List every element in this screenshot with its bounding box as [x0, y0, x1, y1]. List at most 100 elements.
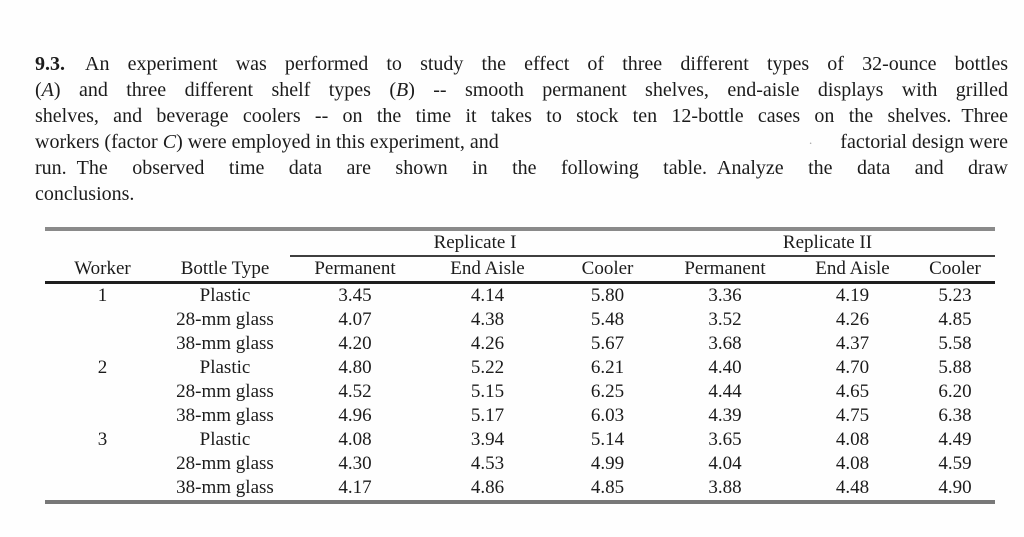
value-cell: 3.88 [708, 477, 742, 498]
value-cell: 4.59 [938, 453, 972, 474]
text-segment: ) were employed in this experiment, and [176, 131, 499, 153]
table-row: 1 Plastic 3.45 4.14 5.80 3.36 4.19 5.23 [45, 283, 995, 309]
worker-cell: 3 [97, 429, 108, 450]
text-segment: workers (factor [35, 131, 163, 153]
problem-line: (A) and three different shelf types (B) … [35, 77, 1008, 103]
value-cell: 3.68 [708, 333, 742, 354]
value-cell: 5.58 [938, 333, 972, 354]
value-cell: 3.94 [470, 429, 505, 450]
faint-mark: . [809, 132, 813, 147]
text-segment: shelves, and beverage coolers -- on the … [35, 105, 1008, 127]
value-cell: 5.14 [590, 429, 625, 450]
value-cell: 4.37 [835, 333, 870, 354]
worker-cell: 1 [97, 285, 108, 306]
column-header: Cooler [915, 256, 995, 284]
replicate-header-row: Replicate I Replicate II [45, 229, 995, 257]
value-cell: 6.20 [938, 381, 972, 402]
line-left-part: workers (factor C) were employed in this… [35, 129, 499, 155]
value-cell: 4.04 [708, 453, 742, 474]
table-row: 38-mm glass 4.20 4.26 5.67 3.68 4.37 5.58 [45, 332, 995, 356]
worker-cell: 2 [97, 357, 108, 378]
value-cell: 4.30 [338, 453, 372, 474]
worker-cell [45, 332, 160, 356]
worker-cell [45, 404, 160, 428]
text-segment: An experiment was performed to study the… [65, 53, 1008, 75]
worker-cell [45, 380, 160, 404]
bottle-type-cell: 28-mm glass [176, 453, 274, 474]
bottle-type-cell: 38-mm glass [176, 405, 274, 426]
value-cell: 4.99 [590, 453, 625, 474]
text-segment: ) and three different shelf types ( [53, 79, 396, 101]
value-cell: 4.90 [938, 477, 972, 498]
value-cell: 4.14 [470, 285, 505, 306]
value-cell: 4.40 [708, 357, 742, 378]
value-cell: 6.25 [590, 381, 625, 402]
value-cell: 5.80 [590, 285, 625, 306]
table-row: 2 Plastic 4.80 5.22 6.21 4.40 4.70 5.88 [45, 356, 995, 380]
value-cell: 4.86 [470, 477, 505, 498]
value-cell: 4.75 [835, 405, 870, 426]
bottle-type-cell: 28-mm glass [176, 309, 274, 330]
text-segment: C [162, 131, 177, 153]
table-row: 28-mm glass 4.52 5.15 6.25 4.44 4.65 6.20 [45, 380, 995, 404]
value-cell: 4.49 [938, 429, 972, 450]
value-cell: 4.39 [708, 405, 742, 426]
value-cell: 4.65 [835, 381, 870, 402]
value-cell: 3.36 [708, 285, 742, 306]
value-cell: 5.22 [470, 357, 505, 378]
value-cell: 6.21 [590, 357, 625, 378]
data-table: Replicate I Replicate II Worker Bottle Typ… [45, 227, 995, 504]
value-cell: 5.48 [590, 309, 625, 330]
text-segment: B [395, 79, 409, 101]
value-cell: 4.20 [338, 333, 372, 354]
text-segment: ) -- smooth permanent shelves, end-aisle… [408, 79, 1008, 101]
column-header: Permanent [660, 256, 790, 284]
column-header: Permanent [290, 256, 420, 284]
value-cell: 4.53 [470, 453, 505, 474]
bottle-type-cell: Plastic [199, 285, 251, 306]
value-cell: 4.44 [708, 381, 742, 402]
value-cell: 3.65 [708, 429, 742, 450]
value-cell: 5.15 [470, 381, 505, 402]
worker-cell [45, 308, 160, 332]
value-cell: 4.85 [938, 309, 972, 330]
line-right-part: . factorial design were [809, 129, 1008, 155]
value-cell: 5.88 [938, 357, 972, 378]
problem-line: 9.3. An experiment was performed to stud… [35, 51, 1008, 77]
column-header: Cooler [555, 256, 660, 284]
worker-cell [45, 476, 160, 502]
worker-cell [45, 452, 160, 476]
bottle-type-cell: 28-mm glass [176, 381, 274, 402]
bottle-type-cell: 38-mm glass [176, 477, 274, 498]
value-cell: 4.80 [338, 357, 372, 378]
value-cell: 5.17 [470, 405, 505, 426]
column-header-row: Worker Bottle Type Permanent End Aisle Coole… [45, 256, 995, 284]
data-table-container: Replicate I Replicate II Worker Bottle Typ… [45, 227, 995, 504]
value-cell: 4.48 [835, 477, 870, 498]
table-row: 28-mm glass 4.30 4.53 4.99 4.04 4.08 4.59 [45, 452, 995, 476]
value-cell: 4.26 [835, 309, 870, 330]
problem-line: shelves, and beverage coolers -- on the … [35, 103, 1008, 129]
value-cell: 4.19 [835, 285, 870, 306]
problem-statement: 9.3. An experiment was performed to stud… [35, 51, 1008, 207]
value-cell: 4.08 [835, 429, 870, 450]
value-cell: 4.07 [338, 309, 372, 330]
column-header: Bottle Type [160, 256, 290, 284]
header-spacer-cell [45, 229, 290, 256]
column-header: End Aisle [420, 256, 555, 284]
value-cell: 6.03 [590, 405, 625, 426]
problem-line: run. The observed time data are shown in… [35, 155, 1008, 181]
column-header: Worker [45, 256, 160, 284]
problem-number: 9.3. [35, 53, 65, 75]
table-row: 3 Plastic 4.08 3.94 5.14 3.65 4.08 4.49 [45, 428, 995, 452]
value-cell: 5.23 [938, 285, 972, 306]
value-cell: 5.67 [590, 333, 625, 354]
value-cell: 4.38 [470, 309, 505, 330]
value-cell: 4.26 [470, 333, 505, 354]
bottle-type-cell: 38-mm glass [176, 333, 274, 354]
value-cell: 4.96 [338, 405, 372, 426]
text-segment: conclusions. [35, 183, 135, 205]
value-cell: 3.52 [708, 309, 742, 330]
replicate-2-header: Replicate II [660, 229, 995, 257]
